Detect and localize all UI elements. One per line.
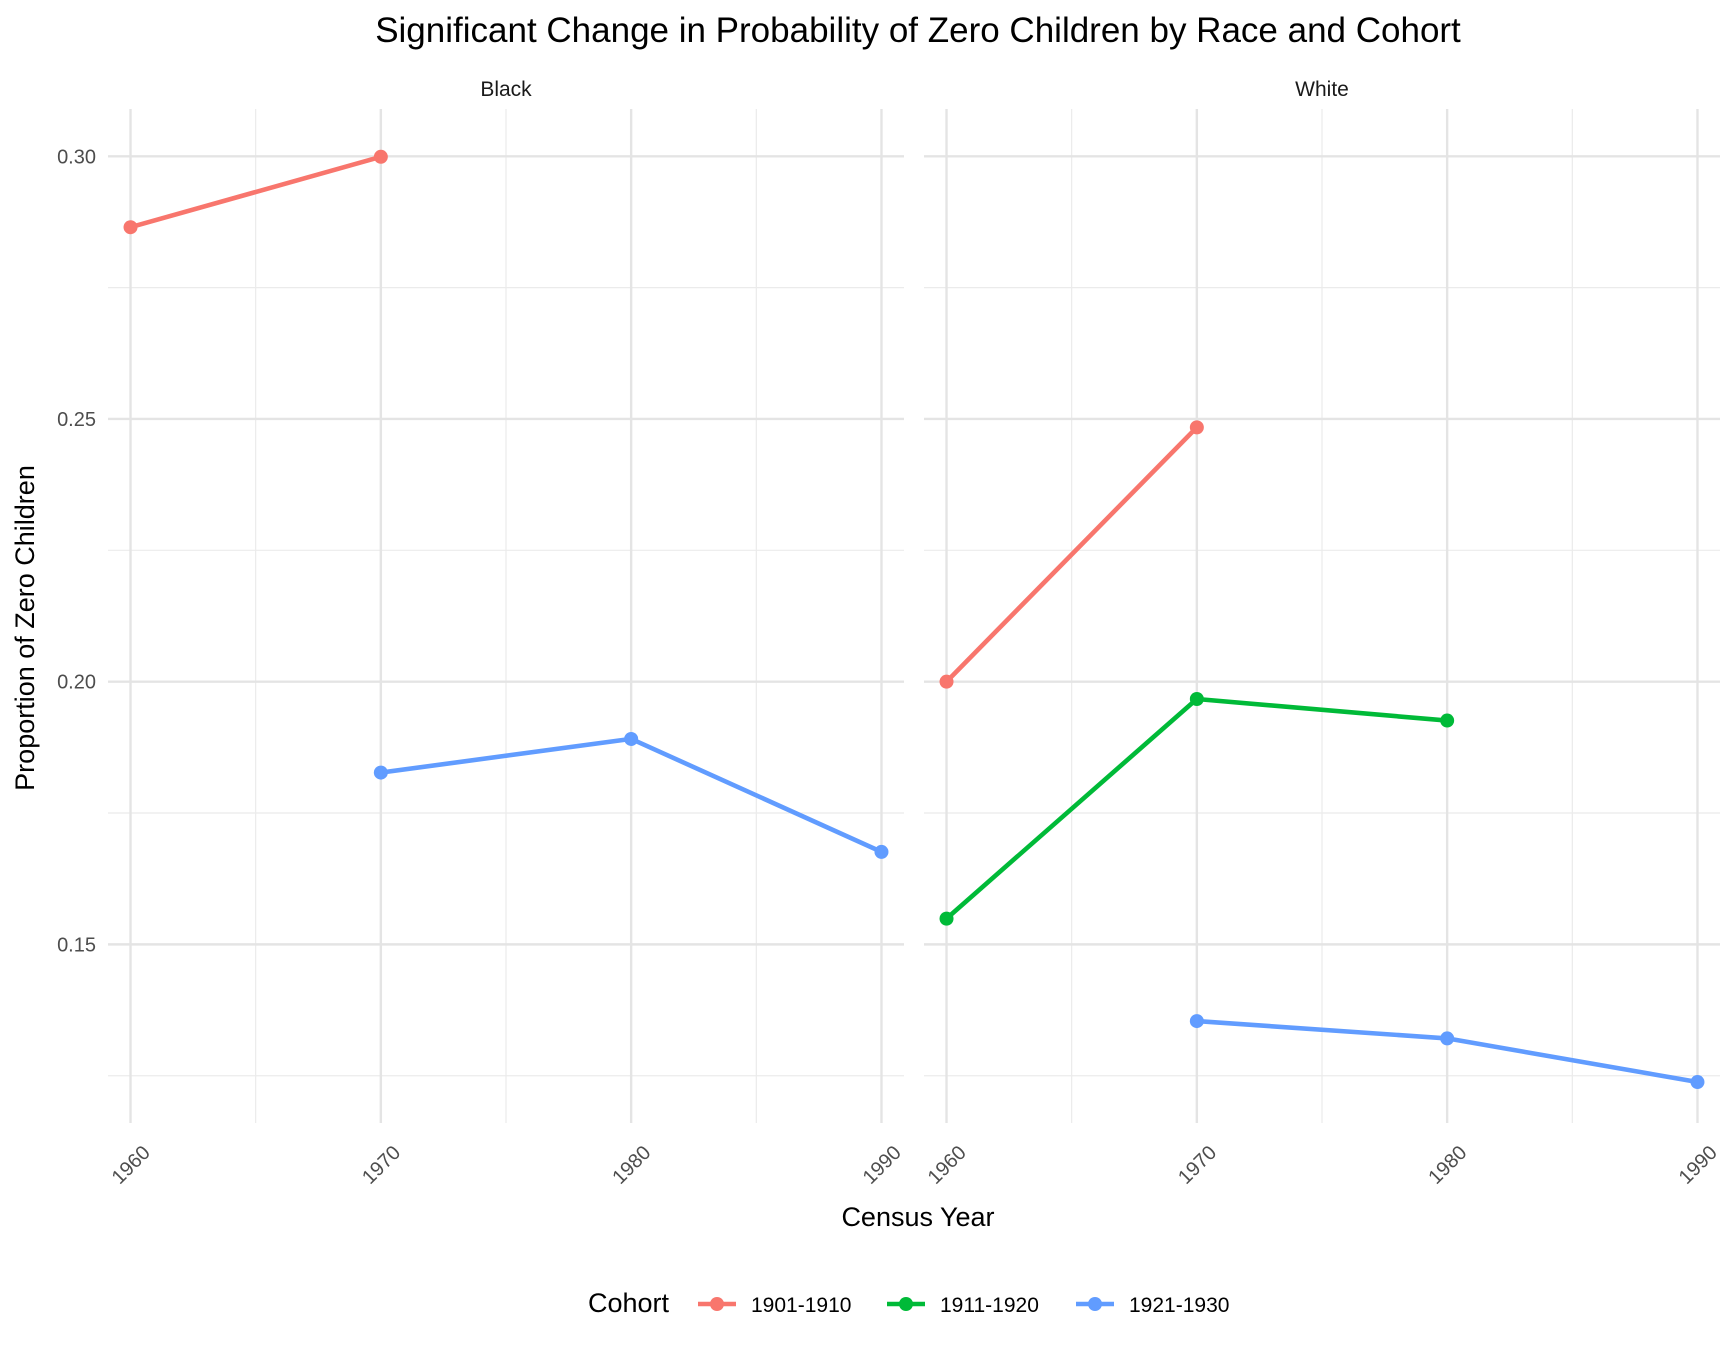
data-point-white-1901-1910 xyxy=(939,674,954,689)
panel-label-black: Black xyxy=(480,78,532,101)
y-tick-label: 0.15 xyxy=(57,934,96,956)
legend: Cohort 1901-1910 1911-1920 1921-1930 xyxy=(588,1288,1229,1318)
legend-key-point xyxy=(899,1297,913,1311)
legend-label: 1911-1920 xyxy=(940,1294,1039,1317)
legend-key-point xyxy=(1088,1297,1102,1311)
series-line-black-1901-1910 xyxy=(129,154,382,230)
data-point-white-1911-1920 xyxy=(939,911,954,926)
y-axis-title: Proportion of Zero Children xyxy=(10,465,40,791)
data-point-black-1921-1930 xyxy=(874,844,889,859)
data-point-black-1901-1910 xyxy=(373,149,388,164)
legend-item-1911-1920: 1911-1920 xyxy=(887,1294,1039,1317)
legend-title: Cohort xyxy=(588,1288,670,1318)
x-axis-title: Census Year xyxy=(841,1202,994,1232)
data-point-white-1911-1920 xyxy=(1440,713,1455,728)
data-point-black-1921-1930 xyxy=(624,731,639,746)
y-tick-label: 0.20 xyxy=(57,672,96,694)
legend-key-point xyxy=(710,1297,724,1311)
chart-title: Significant Change in Probability of Zer… xyxy=(375,11,1461,50)
data-point-white-1921-1930 xyxy=(1690,1075,1705,1090)
legend-item-1901-1910: 1901-1910 xyxy=(698,1294,851,1317)
data-point-black-1901-1910 xyxy=(123,220,138,235)
data-point-white-1921-1930 xyxy=(1440,1031,1455,1046)
panel-label-white: White xyxy=(1295,78,1349,101)
y-tick-label: 0.30 xyxy=(57,146,96,168)
legend-label: 1921-1930 xyxy=(1129,1294,1229,1317)
data-point-white-1921-1930 xyxy=(1189,1014,1204,1029)
y-tick-label: 0.25 xyxy=(57,409,96,431)
legend-item-1921-1930: 1921-1930 xyxy=(1076,1294,1229,1317)
data-point-white-1911-1920 xyxy=(1189,692,1204,707)
series-line-white-1901-1910 xyxy=(944,425,1199,684)
legend-label: 1901-1910 xyxy=(751,1294,851,1317)
data-point-black-1921-1930 xyxy=(373,765,388,780)
data-point-white-1901-1910 xyxy=(1189,420,1204,435)
